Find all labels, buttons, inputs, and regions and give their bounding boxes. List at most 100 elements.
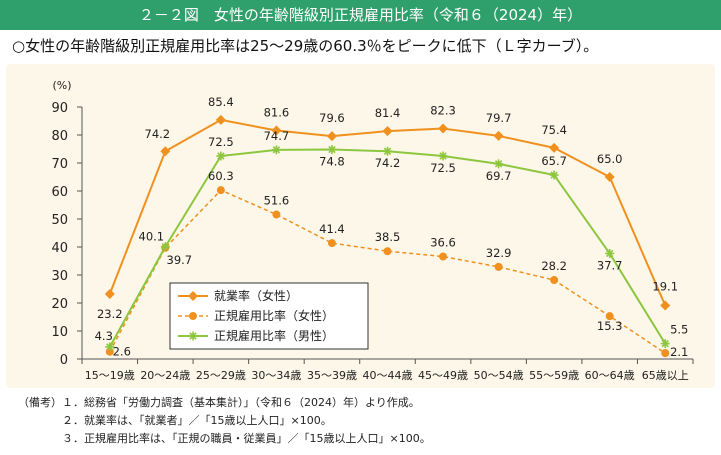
y-tick-label: 80	[51, 129, 68, 144]
figure-title: ２－２図 女性の年齢階級別正規雇用比率（令和６（2024）年）	[0, 0, 721, 30]
data-label: 74.2	[375, 156, 401, 170]
series-3-point	[438, 151, 448, 161]
legend-swatch-marker	[189, 312, 197, 320]
legend-swatch-marker	[188, 331, 198, 341]
note-item-3: ３．正規雇用比率は、「正規の職員・従業員」／「15歳以上人口」×100。	[62, 432, 431, 445]
series-1-point	[326, 131, 337, 142]
series-2-point	[327, 239, 336, 248]
legend-label: 正規雇用比率（男性）	[214, 328, 334, 343]
y-tick-label: 10	[51, 325, 68, 340]
data-label: 19.1	[652, 280, 678, 294]
series-1-point	[160, 146, 171, 157]
x-tick-label: 20～24歳	[140, 369, 190, 382]
data-label: 41.4	[319, 222, 345, 236]
chart-panel: 0 10 20 30 40 50 60 70 80 90 (%) 15～19歳 20～24歳 25～29歳…	[6, 64, 715, 388]
y-tick-label: 70	[51, 157, 68, 172]
x-tick-label: 55～59歳	[529, 369, 579, 382]
data-label: 74.2	[145, 127, 171, 141]
data-label: 28.2	[541, 259, 567, 273]
series-3-point	[383, 146, 392, 156]
data-label: 38.5	[375, 230, 401, 244]
x-tick-label: 65歳以上	[642, 369, 689, 382]
series-2-point	[494, 262, 503, 271]
data-label: 51.6	[264, 194, 290, 208]
data-label: 36.6	[430, 236, 456, 250]
series-1-point	[549, 142, 560, 153]
note-row-3: ３．正規雇用比率は、「正規の職員・従業員」／「15歳以上人口」×100。	[18, 430, 431, 448]
data-label: 5.5	[670, 323, 688, 337]
series-2-point	[605, 312, 614, 321]
series-3-point	[660, 339, 670, 349]
notes: （備考）１．総務省「労働力調査（基本集計）」（令和６（2024）年）より作成。 …	[18, 394, 431, 448]
data-label: 65.7	[541, 154, 567, 168]
data-label: 39.7	[167, 253, 193, 267]
x-tick-label: 60～64歳	[585, 369, 635, 382]
x-tick-label: 30～34歳	[251, 369, 301, 382]
data-label: 72.5	[430, 161, 456, 175]
data-label: 32.9	[486, 246, 512, 260]
data-label: 65.0	[597, 152, 623, 166]
data-label: 4.3	[95, 329, 113, 343]
data-label: 74.8	[319, 155, 345, 169]
data-label: 82.3	[430, 104, 456, 118]
series-1-point	[438, 123, 449, 134]
y-tick-label: 90	[51, 101, 68, 116]
series-1-point	[382, 126, 393, 137]
series-3-point	[549, 170, 559, 180]
data-label: 79.6	[319, 111, 345, 125]
data-label: 40.1	[139, 230, 165, 244]
note-item-2: ２．就業率は、「就業者」／「15歳以上人口」×100。	[62, 414, 332, 427]
y-unit-label: (%)	[52, 79, 71, 92]
x-tick-label: 50～54歳	[474, 369, 524, 382]
y-tick-label: 0	[60, 353, 68, 368]
figure-subtitle: ○女性の年齢階級別正規雇用比率は25～29歳の60.3％をピークに低下（Ｌ字カー…	[12, 37, 599, 55]
data-label: 69.7	[486, 169, 512, 183]
x-tick-label: 45～49歳	[418, 369, 468, 382]
y-tick-label: 50	[51, 213, 68, 228]
series-3-point	[327, 145, 337, 155]
x-tick-label: 15～19歳	[85, 369, 135, 382]
line-chart: 0 10 20 30 40 50 60 70 80 90 (%) 15～19歳 20～24歳 25～29歳…	[51, 79, 694, 382]
series-3-point	[216, 151, 226, 161]
series-3-point	[105, 342, 115, 352]
data-label: 81.4	[375, 106, 401, 120]
note-item-1: １．総務省「労働力調査（基本集計）」（令和６（2024）年）より作成。	[62, 396, 420, 409]
y-tick-label: 30	[51, 269, 68, 284]
data-label: 81.6	[264, 106, 290, 120]
series-1-point	[215, 114, 226, 125]
data-label: 2.1	[670, 345, 688, 359]
series-3-point	[494, 159, 504, 169]
series-1-point	[493, 130, 504, 141]
y-tick-label: 60	[51, 185, 68, 200]
data-label: 79.7	[486, 111, 512, 125]
x-tick-label: 35～39歳	[307, 369, 357, 382]
series-3-point	[160, 242, 170, 252]
series-3-point	[605, 248, 615, 258]
note-row-2: ２．就業率は、「就業者」／「15歳以上人口」×100。	[18, 412, 431, 430]
data-label: 72.5	[208, 135, 234, 149]
series-2-point	[439, 252, 448, 261]
data-label: 23.2	[97, 307, 123, 321]
series-2-line	[109, 189, 666, 354]
data-label: 15.3	[597, 319, 623, 333]
data-label: 74.7	[264, 129, 290, 143]
series-1-point	[660, 300, 671, 311]
data-label: 85.4	[208, 95, 234, 109]
series-2-point	[216, 186, 225, 195]
series-2-point	[550, 276, 559, 285]
series-2-point	[661, 349, 670, 358]
note-row-1: （備考）１．総務省「労働力調査（基本集計）」（令和６（2024）年）より作成。	[18, 394, 431, 412]
series-1-point	[104, 289, 115, 300]
series-1-point	[604, 172, 615, 182]
series-1-point	[271, 125, 282, 136]
data-label: 2.6	[113, 345, 131, 359]
legend-label: 就業率（女性）	[214, 288, 298, 303]
series-3-point	[271, 145, 281, 155]
data-label: 37.7	[597, 258, 623, 272]
data-label: 75.4	[541, 123, 567, 137]
y-tick-label: 20	[51, 297, 68, 312]
x-tick-label: 40～44歳	[363, 369, 413, 382]
y-tick-label: 40	[51, 241, 68, 256]
notes-label: （備考）	[18, 396, 62, 409]
x-tick-label: 25～29歳	[196, 369, 246, 382]
